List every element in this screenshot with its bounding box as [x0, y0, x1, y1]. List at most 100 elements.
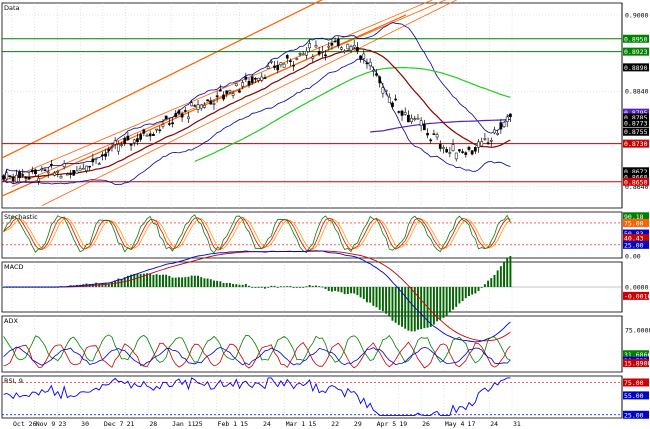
candle-body: [56, 171, 60, 173]
macd-hist-bar: [104, 283, 107, 287]
candle-body: [448, 152, 452, 154]
candle-body: [59, 176, 63, 179]
candle-body: [260, 76, 264, 81]
adx-title-bg: [3, 317, 27, 324]
candle-body: [161, 124, 165, 127]
channel-line: [1, 0, 434, 183]
candle-body: [139, 134, 143, 140]
macd-hist-bar: [362, 287, 365, 299]
x-tick-label: 17: [468, 420, 476, 428]
indicator-label-text: 31.6866: [624, 351, 650, 359]
macd-hist-bar: [130, 274, 133, 287]
candle-body: [295, 58, 299, 60]
candle-body: [209, 100, 213, 105]
ma-mid-line: [194, 66, 511, 162]
stoch-d-line: [3, 216, 511, 251]
candle-body: [174, 113, 178, 117]
x-tick-label: 31: [513, 420, 521, 428]
candle-body: [435, 134, 439, 138]
bollinger-upper-line: [3, 22, 511, 180]
candle-body: [228, 90, 232, 93]
candle-body: [464, 152, 468, 155]
candle-body: [110, 146, 114, 148]
macd-hist-bar: [372, 287, 375, 306]
candle-body: [397, 111, 401, 113]
macd-hist-bar: [264, 287, 266, 289]
x-tick-label: Apr 5: [377, 420, 397, 428]
macd-hist-bar: [158, 274, 161, 287]
indicator-label-text: 75.00: [624, 219, 644, 227]
macd-hist-bar: [142, 273, 145, 287]
indicator-label-box: [623, 410, 649, 419]
macd-hist-bar: [302, 287, 305, 288]
macd-hist-bar: [216, 280, 219, 287]
candle-body: [65, 173, 69, 176]
macd-hist-bar: [432, 287, 435, 325]
candle-body: [94, 157, 98, 160]
macd-hist-bar: [241, 284, 244, 287]
candle-body: [40, 168, 44, 171]
macd-hist-bar: [461, 287, 464, 301]
candle-body: [97, 163, 101, 166]
x-tick-label: 23: [58, 420, 66, 428]
candle-body: [145, 134, 149, 137]
macd-hist-bar: [254, 287, 257, 288]
candle-body: [343, 50, 347, 53]
price-label-box: [623, 34, 649, 43]
macd-hist-bar: [2, 287, 5, 288]
x-tick-label: 22: [331, 420, 339, 428]
candle-body: [301, 53, 305, 56]
candle-body: [333, 40, 337, 43]
candle-body: [346, 44, 350, 50]
macd-hist-bar: [375, 287, 378, 308]
candle-body: [46, 171, 50, 174]
indicator-label-box: [623, 391, 649, 400]
macd-hist-bar: [343, 287, 346, 295]
indicator-label-text: 50.83: [624, 230, 644, 238]
macd-hist-bar: [369, 287, 372, 303]
macd-hist-bar: [397, 287, 400, 325]
candle-body: [43, 169, 47, 172]
candle-body: [327, 45, 331, 48]
candle-body: [107, 148, 111, 152]
macd-hist-bar: [133, 273, 136, 287]
candle-body: [91, 158, 95, 163]
candle-body: [14, 174, 18, 183]
candle-body: [152, 134, 155, 136]
candle-body: [384, 89, 388, 92]
macd-hist-bar: [107, 283, 110, 287]
macd-hist-bar: [120, 278, 123, 287]
indicator-label-text: -0.0016: [624, 292, 650, 300]
candle-body: [502, 121, 506, 127]
macd-hist-bar: [200, 277, 203, 287]
indicator-label-box: [623, 234, 649, 243]
macd-hist-bar: [420, 287, 423, 330]
candle-body: [269, 61, 273, 63]
candle-body: [324, 54, 327, 57]
candle-body: [50, 164, 53, 166]
candle-body: [403, 112, 407, 115]
macd-hist-bar: [318, 286, 321, 287]
candle-body: [193, 105, 197, 107]
candle-body: [375, 73, 378, 76]
macd-title-bg: [3, 263, 27, 270]
macd-hist-bar: [378, 287, 381, 310]
candle-body: [129, 143, 133, 146]
candle-body: [496, 133, 500, 135]
macd-hist-bar: [311, 285, 314, 287]
ma-short-line: [3, 48, 511, 180]
macd-hist-bar: [423, 287, 426, 329]
candle-body: [368, 61, 372, 67]
macd-hist-bar: [429, 287, 432, 327]
price-label-text: 0.8890: [624, 64, 648, 72]
candle-body: [340, 47, 343, 50]
candle-body: [126, 135, 130, 141]
macd-hist-bar: [468, 287, 470, 296]
candle-body: [199, 104, 203, 109]
candle-body: [187, 116, 190, 119]
candle-body: [505, 116, 509, 122]
macd-hist-bar: [184, 277, 187, 287]
macd-hist-bar: [353, 287, 356, 294]
candle-body: [285, 55, 289, 59]
